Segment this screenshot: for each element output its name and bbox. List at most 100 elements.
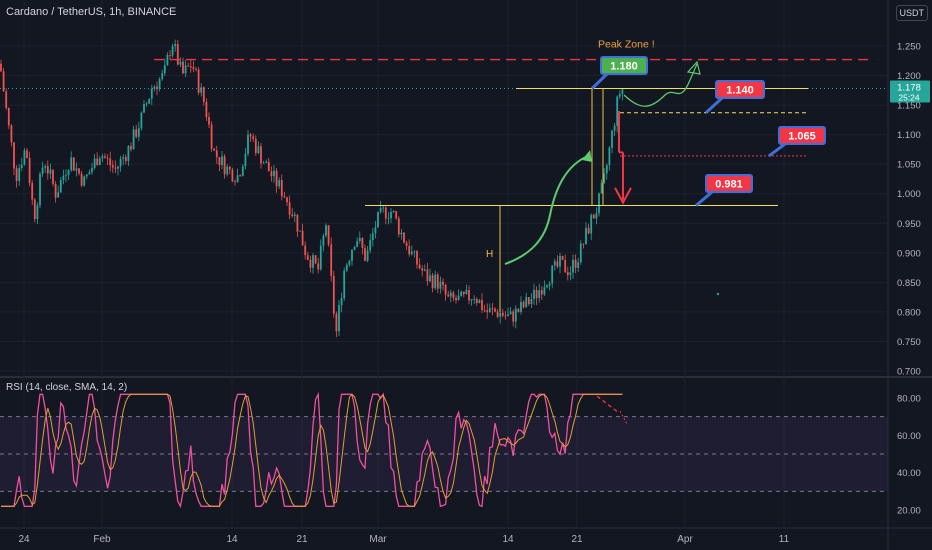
candle-body	[148, 98, 151, 104]
candle-body	[540, 290, 543, 295]
candle-body	[254, 138, 257, 154]
candle-body	[351, 249, 353, 261]
candle-body	[200, 87, 203, 93]
candle-body	[548, 283, 551, 286]
candle-body	[390, 211, 392, 219]
candle-body	[91, 167, 93, 173]
candle-body	[470, 299, 473, 301]
horizontal-levels	[0, 58, 888, 207]
candle-body	[150, 88, 153, 99]
target-pointer	[704, 96, 724, 114]
candle-body	[616, 96, 619, 126]
candle-body	[387, 218, 390, 220]
candle-body	[205, 101, 208, 118]
candle-body	[382, 207, 385, 209]
candle-body	[265, 161, 268, 163]
candle-body	[325, 225, 327, 236]
candle-body	[0, 63, 2, 72]
price-tick-label: 0.700	[897, 367, 921, 378]
candle-body	[322, 235, 325, 246]
candle-body	[85, 174, 88, 177]
candle-body	[465, 289, 468, 295]
candle-body	[137, 128, 140, 137]
candle-body	[249, 134, 252, 137]
chart-dot	[716, 292, 720, 296]
time-axis[interactable]: 24 Feb 14 21 Mar 14 21 Apr 11	[18, 534, 789, 545]
candle-body	[504, 315, 507, 317]
candle-body	[543, 287, 546, 295]
candle-body	[327, 225, 330, 245]
time-tick-label: 21	[296, 534, 308, 545]
candle-body	[158, 79, 161, 90]
target-callout-label: 0.981	[715, 179, 743, 191]
candle-body	[556, 261, 559, 267]
candle-body	[41, 167, 44, 174]
price-tick-label: 1.150	[897, 101, 921, 112]
time-tick-label: Mar	[369, 534, 387, 545]
price-tick-label: 1.050	[897, 160, 921, 171]
candle-body	[213, 148, 216, 151]
candle-body	[317, 263, 320, 270]
candle-body	[111, 165, 114, 168]
candle-body	[444, 284, 447, 295]
candle-body	[288, 202, 291, 215]
candle-body	[509, 311, 512, 315]
price-axis[interactable]: 1.250 1.200 1.150 1.100 1.050 1.000 0.950 0.900…	[890, 42, 930, 517]
candle-body	[127, 146, 130, 162]
candle-body	[494, 308, 496, 312]
candle-body	[358, 238, 361, 241]
time-tick-label: 14	[226, 534, 238, 545]
candle-body	[600, 182, 603, 194]
candle-body	[434, 274, 437, 289]
candle-body	[67, 170, 70, 176]
candle-body	[457, 295, 460, 301]
candle-body	[306, 255, 309, 260]
rsi-legend-title: RSI (14, close, SMA, 14, 2)	[6, 382, 128, 393]
candle-body	[587, 227, 590, 234]
candle-body	[538, 290, 541, 299]
time-tick-label: Feb	[93, 534, 111, 545]
candle-body	[416, 250, 418, 265]
candle-body	[176, 43, 179, 65]
candle-body	[31, 182, 34, 200]
candle-body	[343, 270, 346, 299]
rsi-divergence-tail	[619, 410, 628, 425]
currency-selector[interactable]: USDT	[895, 5, 928, 21]
candle-body	[236, 175, 239, 183]
green-projection-arrowhead	[686, 60, 701, 75]
candle-body	[613, 125, 616, 131]
candle-body	[36, 205, 39, 220]
candle-body	[15, 168, 18, 181]
candle-body	[371, 233, 374, 241]
target-callout-label: 1.180	[610, 61, 638, 73]
candle-body	[262, 162, 265, 164]
time-tick-label: 14	[502, 534, 514, 545]
candle-body	[247, 134, 249, 154]
candle-body	[208, 117, 210, 125]
candle-body	[20, 164, 23, 168]
candle-body	[491, 308, 494, 309]
candle-body	[403, 232, 405, 243]
candle-body	[62, 175, 65, 181]
candle-body	[585, 227, 587, 245]
rsi-pane	[0, 391, 888, 509]
rsi-divergence-line	[596, 395, 620, 414]
candle-body	[431, 275, 434, 289]
rsi-tick-label: 80.00	[897, 394, 921, 405]
candle-body	[122, 157, 125, 159]
candle-body	[366, 250, 369, 261]
rsi-tick-label: 20.00	[897, 506, 921, 517]
price-tick-label: 0.800	[897, 307, 921, 318]
candle-body	[423, 269, 426, 271]
candle-body	[26, 150, 28, 158]
time-tick-label: Apr	[677, 534, 693, 545]
price-candles	[0, 39, 624, 337]
candle-body	[106, 157, 109, 159]
candle-body	[319, 245, 322, 270]
candle-body	[215, 150, 218, 158]
candle-body	[130, 146, 132, 150]
candle-body	[598, 193, 600, 214]
candle-body	[345, 264, 348, 271]
price-tick-label: 1.000	[897, 189, 921, 200]
candle-body	[574, 259, 577, 268]
